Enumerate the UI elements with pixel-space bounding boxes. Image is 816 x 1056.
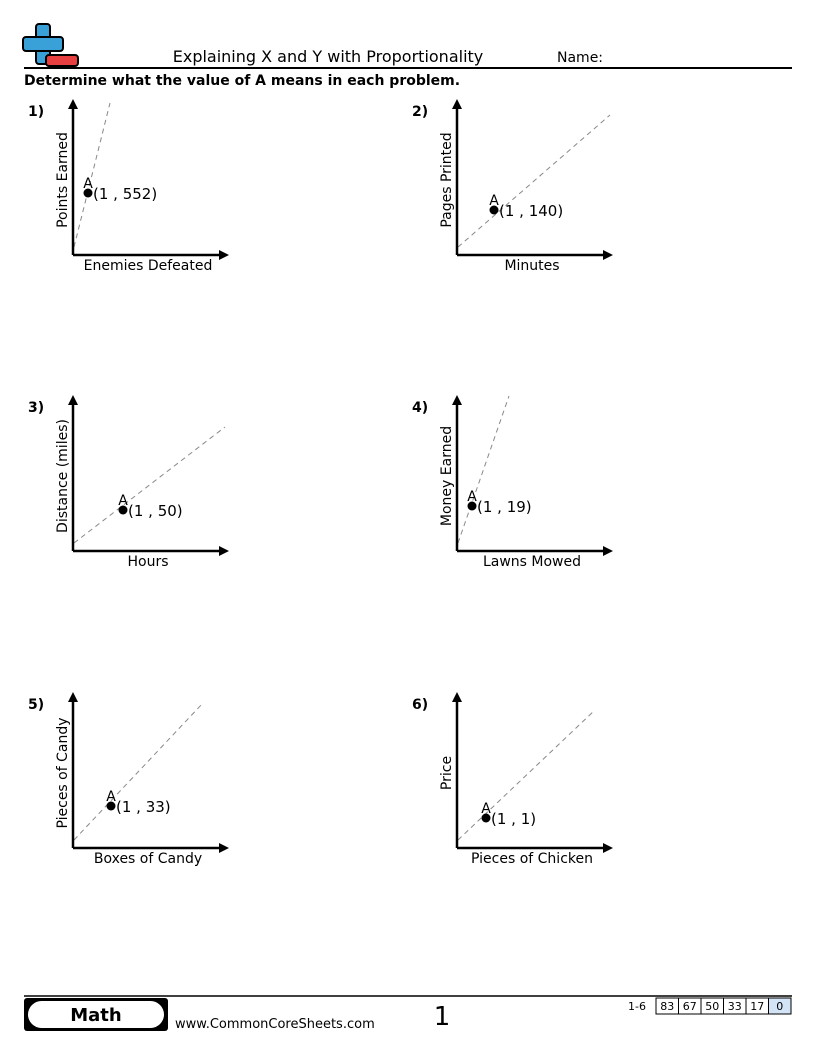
x-axis-label: Lawns Mowed [483, 554, 581, 570]
score-boxes: 83 67 50 33 17 0 [655, 997, 792, 1015]
point-label: A [481, 801, 491, 817]
website: www.CommonCoreSheets.com [175, 1017, 375, 1032]
coordinate: (1 , 19) [477, 498, 532, 516]
problem-number: 1) [28, 104, 44, 120]
problem-number: 4) [412, 400, 428, 416]
point-label: A [467, 489, 477, 505]
x-arrow [603, 546, 613, 556]
proportion-line [457, 395, 510, 544]
point-a [118, 505, 128, 515]
coordinate: (1 , 50) [128, 502, 183, 520]
point-label: A [118, 493, 128, 509]
coordinate: (1 , 552) [93, 185, 157, 203]
title: Explaining X and Y with Proportionality [173, 47, 484, 66]
point-a [481, 813, 491, 823]
point-label: A [489, 193, 499, 209]
x-arrow [219, 546, 229, 556]
x-axis-label: Enemies Defeated [84, 258, 213, 274]
proportion-line [73, 102, 111, 248]
y-arrow [68, 692, 78, 702]
y-arrow [68, 99, 78, 109]
score: 17 [750, 1000, 764, 1013]
point-a [489, 205, 499, 215]
point-a [83, 188, 93, 198]
problem-number: 6) [412, 697, 428, 713]
x-axis-label: Pieces of Chicken [471, 851, 593, 867]
y-axis-label: Pieces of Candy [55, 717, 71, 828]
score: 33 [728, 1000, 742, 1013]
y-axis-label: Distance (miles) [55, 419, 71, 533]
range: 1-6 [628, 1000, 646, 1013]
proportion-line [73, 426, 226, 544]
page-number: 1 [434, 1002, 451, 1032]
score: 67 [683, 1000, 697, 1013]
y-axis-label: Points Earned [55, 132, 71, 228]
proportion-line [73, 702, 204, 841]
proportion-line [457, 709, 596, 841]
y-arrow [452, 692, 462, 702]
x-axis-label: Boxes of Candy [94, 851, 202, 867]
problem-number: 3) [28, 400, 44, 416]
y-axis-label: Money Earned [439, 426, 455, 526]
score: 83 [660, 1000, 674, 1013]
point-label: A [106, 789, 116, 805]
coordinate: (1 , 1) [491, 810, 536, 828]
subject-pill [28, 1001, 164, 1028]
x-arrow [603, 843, 613, 853]
y-arrow [452, 99, 462, 109]
point-a [106, 801, 116, 811]
x-arrow [219, 843, 229, 853]
y-axis-label: Pages Printed [439, 132, 455, 227]
point-a [467, 501, 477, 511]
x-axis-label: Minutes [504, 258, 559, 274]
problem-number: 5) [28, 697, 44, 713]
name-label: Name: [557, 50, 603, 66]
subject: Math [70, 1005, 121, 1026]
point-label: A [83, 176, 93, 192]
score-box [768, 997, 792, 1015]
instruction: Determine what the value of A means in e… [24, 73, 460, 89]
x-arrow [603, 250, 613, 260]
problem-number: 2) [412, 104, 428, 120]
coordinate: (1 , 140) [499, 202, 563, 220]
proportion-line [457, 114, 611, 248]
coordinate: (1 , 33) [116, 798, 171, 816]
y-arrow [452, 395, 462, 405]
x-axis-label: Hours [127, 554, 168, 570]
score: 0 [776, 1000, 783, 1013]
score: 50 [705, 1000, 719, 1013]
x-arrow [219, 250, 229, 260]
y-axis-label: Price [439, 756, 455, 790]
y-arrow [68, 395, 78, 405]
logo [22, 23, 79, 67]
